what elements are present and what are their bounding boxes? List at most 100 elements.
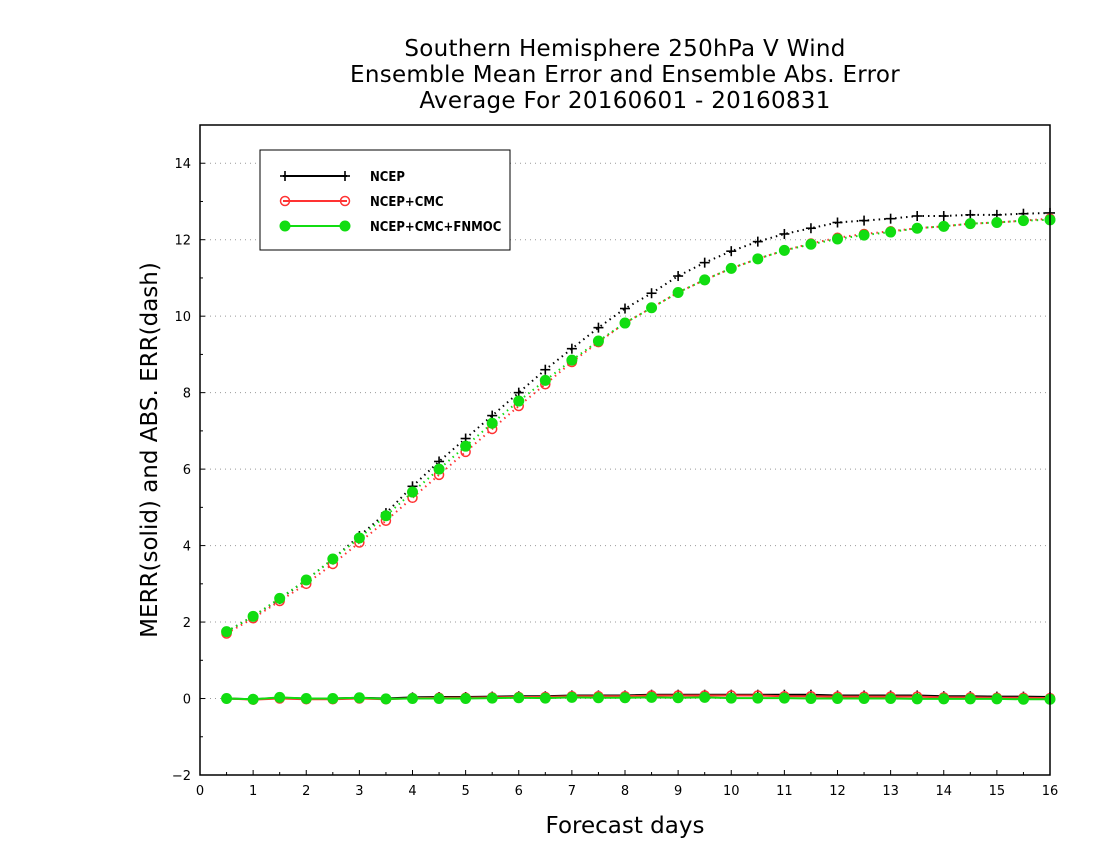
y-tick-label: 0 (183, 693, 191, 708)
plus-marker (646, 288, 657, 299)
title-line-1: Southern Hemisphere 250hPa V Wind (404, 36, 846, 62)
plus-marker (859, 215, 870, 226)
open-circle-marker (339, 195, 351, 207)
filled-circle-marker (513, 395, 525, 407)
filled-circle-marker (805, 238, 817, 250)
y-axis: −2 0 2 4 6 8 10 12 14 (172, 157, 205, 784)
filled-circle-marker (539, 692, 551, 704)
filled-circle-marker (407, 693, 418, 705)
open-circle-marker (279, 195, 291, 207)
filled-circle-marker (592, 692, 604, 704)
filled-circle-marker (221, 693, 233, 705)
filled-circle-marker (407, 486, 418, 498)
filled-circle-marker (885, 693, 897, 705)
filled-circle-marker (221, 626, 233, 638)
title-line-2: Ensemble Mean Error and Ensemble Abs. Er… (349, 62, 901, 88)
series-layer (221, 207, 1056, 705)
plus-marker (540, 364, 551, 375)
filled-circle-marker (539, 374, 551, 386)
x-tick-label: 4 (408, 784, 416, 799)
legend-item: NCEP+CMC+FNMOC (279, 220, 501, 235)
legend: NCEP NCEP+CMC NCEP+CMC+FNMOC (259, 149, 511, 251)
x-tick-label: 5 (461, 784, 469, 799)
plus-marker (912, 211, 923, 221)
filled-circle-marker (646, 302, 658, 314)
filled-circle-marker (274, 691, 286, 703)
filled-circle-marker (858, 229, 870, 241)
plus-marker (938, 211, 949, 221)
y-tick-label: 10 (174, 310, 191, 325)
plus-marker (673, 271, 684, 282)
filled-circle-marker (327, 553, 339, 565)
plus-marker (566, 343, 577, 354)
plus-marker (340, 171, 350, 181)
x-tick-label: 15 (989, 784, 1006, 799)
filled-circle-marker (964, 218, 976, 230)
filled-circle-marker (433, 693, 445, 705)
x-tick-label: 12 (829, 784, 846, 799)
y-tick-label: 4 (183, 540, 191, 555)
x-tick-label: 9 (674, 784, 682, 799)
filled-circle-marker (832, 693, 843, 705)
x-tick-label: 11 (776, 784, 793, 799)
filled-circle-marker (380, 510, 392, 522)
filled-circle-marker (619, 692, 631, 704)
x-tick-label: 13 (882, 784, 899, 799)
filled-circle-marker (725, 262, 737, 274)
filled-circle-marker (699, 691, 711, 703)
y-tick-label: −2 (172, 769, 191, 784)
abs-error-line (226, 211, 1051, 633)
filled-circle-marker (991, 217, 1003, 228)
x-tick-label: 6 (515, 784, 523, 799)
filled-circle-marker (832, 233, 843, 245)
abs-error-line (226, 218, 1051, 633)
x-tick-label: 14 (935, 784, 952, 799)
filled-circle-marker (619, 317, 631, 329)
filled-circle-marker (460, 693, 472, 705)
filled-circle-marker (964, 693, 976, 705)
filled-circle-marker (592, 335, 604, 347)
plus-marker (726, 246, 737, 257)
filled-circle-marker (752, 253, 764, 265)
y-tick-label: 8 (183, 387, 191, 402)
filled-circle-marker (247, 693, 259, 705)
x-tick-label: 1 (249, 784, 257, 799)
filled-circle-marker (433, 463, 445, 475)
series-ncep (221, 207, 1055, 705)
legend-label: NCEP+CMC (370, 195, 444, 210)
filled-circle-marker (339, 220, 351, 232)
x-tick-label: 0 (196, 784, 204, 799)
x-tick-label: 16 (1042, 784, 1059, 799)
filled-circle-marker (353, 532, 365, 544)
filled-circle-marker (513, 692, 525, 704)
y-tick-label: 6 (183, 463, 191, 478)
chart-title: Southern Hemisphere 250hPa V Wind Ensemb… (200, 36, 1050, 114)
plus-marker (832, 217, 843, 228)
filled-circle-marker (646, 691, 658, 703)
x-tick-label: 8 (621, 784, 629, 799)
filled-circle-marker (991, 693, 1003, 705)
filled-circle-marker (885, 226, 897, 238)
filled-circle-marker (566, 691, 578, 703)
filled-circle-marker (1017, 215, 1029, 227)
filled-circle-marker (911, 222, 923, 234)
filled-circle-marker (300, 574, 312, 586)
filled-circle-marker (274, 592, 286, 604)
filled-circle-marker (672, 286, 684, 298)
x-axis-title: Forecast days (546, 813, 705, 839)
y-tick-label: 12 (174, 234, 191, 249)
filled-circle-marker (938, 693, 950, 705)
abs-error-line (226, 217, 1051, 635)
x-tick-label: 2 (302, 784, 310, 799)
filled-circle-marker (1017, 693, 1029, 705)
filled-circle-marker (699, 274, 711, 286)
legend-label: NCEP (370, 170, 405, 185)
y-tick-label: 2 (183, 616, 191, 631)
filled-circle-marker (752, 692, 764, 704)
filled-circle-marker (566, 354, 578, 366)
filled-circle-marker (460, 440, 472, 452)
plus-marker (779, 228, 790, 239)
filled-circle-marker (938, 220, 950, 232)
plus-marker (752, 236, 763, 247)
